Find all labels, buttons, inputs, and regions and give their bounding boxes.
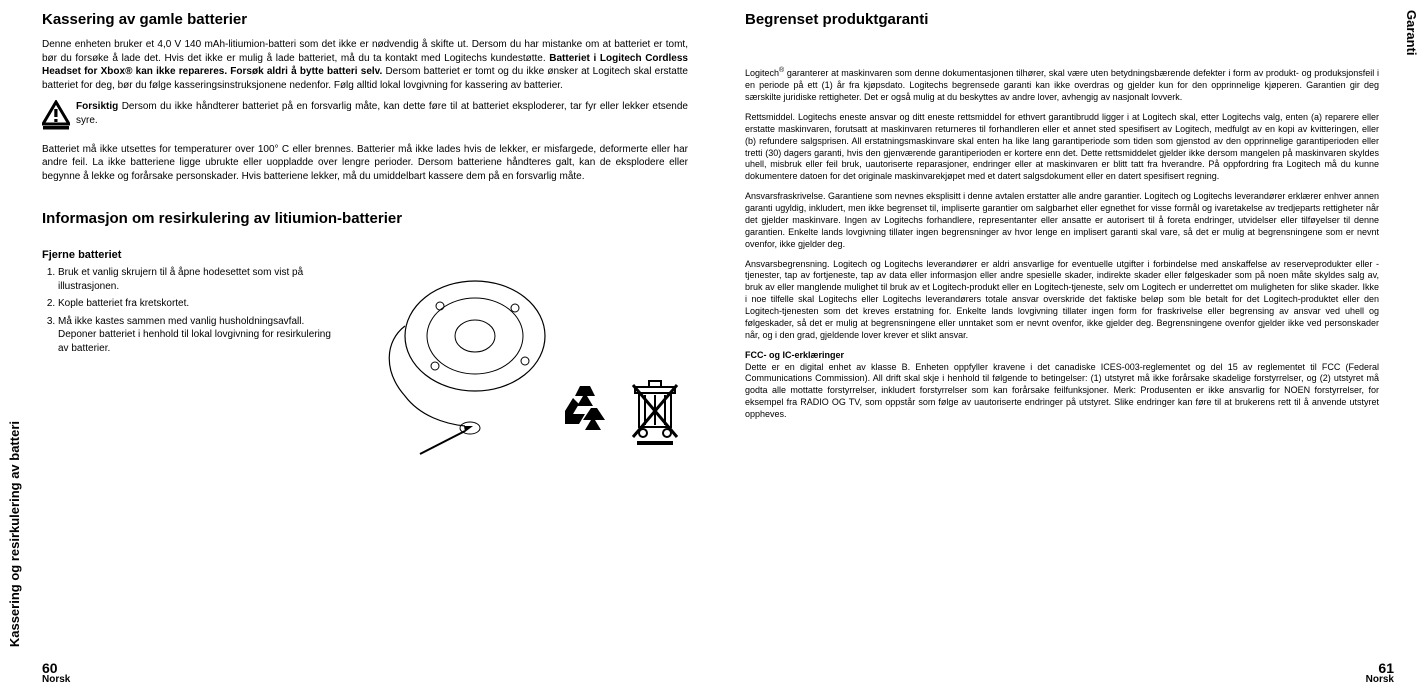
page-lang-right: Norsk bbox=[1366, 674, 1394, 685]
caution-icon bbox=[42, 100, 70, 137]
page-60: Kassering av gamle batterier Denne enhet… bbox=[42, 10, 688, 663]
page-number-61: 61 bbox=[1366, 661, 1394, 675]
heading-disposal: Kassering av gamle batterier bbox=[42, 10, 688, 30]
footer-left: 60 Norsk bbox=[42, 661, 70, 685]
step-1: Bruk et vanlig skrujern til å åpne hodes… bbox=[58, 266, 342, 293]
subheading-remove-battery: Fjerne batteriet bbox=[42, 248, 688, 263]
side-label-left: Kassering og resirkulering av batteri bbox=[6, 421, 24, 647]
side-label-right: Garanti bbox=[1402, 10, 1420, 56]
step-2: Kople batteriet fra kretskortet. bbox=[58, 297, 342, 311]
caution-text: Forsiktig Dersom du ikke håndterer batte… bbox=[76, 100, 688, 137]
disposal-paragraph-1: Denne enheten bruker et 4,0 V 140 mAh-li… bbox=[42, 38, 688, 92]
warranty-p1: Logitech® garanterer at maskinvaren som … bbox=[745, 66, 1379, 104]
heading-recycling: Informasjon om resirkulering av litiumio… bbox=[42, 209, 688, 229]
warranty-p3: Ansvarsfraskrivelse. Garantiene som nevn… bbox=[745, 191, 1379, 250]
warranty-fcc: FCC- og IC-erklæringer Dette er en digit… bbox=[745, 350, 1379, 421]
warranty-p4: Ansvarsbegrensning. Logitech og Logitech… bbox=[745, 259, 1379, 342]
caution-block: Forsiktig Dersom du ikke håndterer batte… bbox=[42, 100, 688, 137]
illustration bbox=[362, 266, 688, 456]
recycling-steps: Bruk et vanlig skrujern til å åpne hodes… bbox=[42, 266, 342, 456]
step-3: Må ikke kastes sammen med vanlig hushold… bbox=[58, 315, 342, 356]
warranty-p2: Rettsmiddel. Logitechs eneste ansvar og … bbox=[745, 112, 1379, 183]
heading-warranty: Begrenset produktgaranti bbox=[745, 10, 1379, 30]
footer-right: 61 Norsk bbox=[1366, 661, 1394, 685]
page-61: Begrenset produktgaranti Logitech® garan… bbox=[745, 10, 1379, 663]
page-lang-left: Norsk bbox=[42, 674, 70, 685]
page-number-60: 60 bbox=[42, 661, 70, 675]
disposal-paragraph-2: Batteriet må ikke utsettes for temperatu… bbox=[42, 143, 688, 184]
